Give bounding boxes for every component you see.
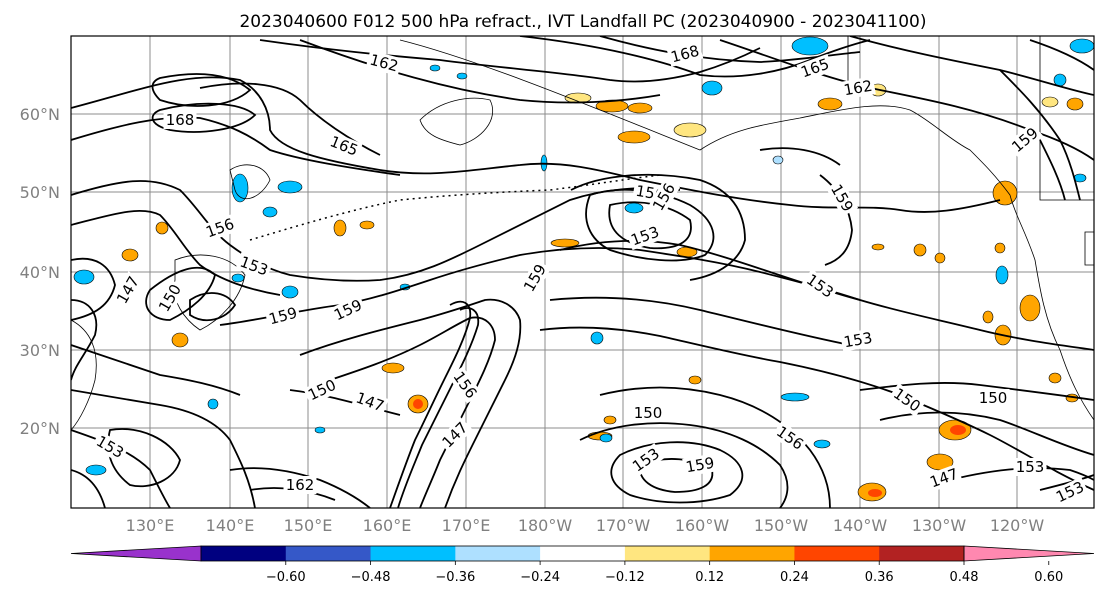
contour-label-background — [329, 294, 367, 326]
contour-label-background — [840, 328, 876, 352]
latitude-tick-label: 20°N — [20, 419, 60, 438]
contour-label-text: 153 — [842, 329, 873, 352]
contour-label-background — [627, 443, 665, 477]
colorbar: −0.60 −0.48 −0.36 −0.24 −0.12 0.12 0.24 0.36 0.4… — [70, 545, 1095, 585]
contour-label-background — [163, 111, 197, 129]
latitude-tick-label: 60°N — [20, 105, 60, 124]
contour-label-text: 159 — [684, 454, 715, 477]
contour-label: 150 — [976, 389, 1010, 407]
contour-label-background — [888, 383, 926, 417]
contour-label-background — [303, 374, 341, 406]
longitude-tick-label: 180°W — [518, 516, 573, 535]
contour-label-background — [111, 271, 145, 309]
contour-label: 162 — [840, 76, 876, 100]
dotted-front — [249, 174, 661, 241]
contour-label: 153 — [1013, 458, 1047, 476]
colorbar-tick-label: −0.12 — [605, 570, 645, 585]
contour-label-text: 168 — [166, 111, 195, 129]
contour-label-background — [518, 259, 552, 297]
colorbar-segment — [709, 546, 795, 561]
contour-label-background — [264, 303, 302, 329]
colorbar-segment — [370, 546, 456, 561]
colorbar-tick-label: 0.24 — [780, 570, 809, 585]
colorbar-tick-label: 0.12 — [695, 570, 724, 585]
map-title: 2023040600 F012 500 hPa refract., IVT La… — [239, 12, 926, 32]
contour-label-background — [796, 53, 834, 83]
contour-label-background — [1013, 458, 1047, 476]
colorbar-segment — [201, 546, 287, 561]
contour-label-background — [825, 179, 859, 217]
contour-label-background — [351, 387, 389, 417]
contour-label-background — [647, 178, 681, 216]
axis-ticks: 20°N 30°N 40°N 50°N 60°N 130°E 140°E 150°E 160°E… — [20, 105, 1045, 535]
refractivity-contours — [71, 36, 1094, 508]
contour-label: 150 — [631, 404, 665, 422]
contour-label-background — [925, 463, 963, 493]
contour-label-background — [91, 430, 129, 464]
latitude-tick-label: 40°N — [20, 263, 60, 282]
contour-label-text: 162 — [842, 77, 873, 100]
colorbar-segment — [285, 546, 372, 561]
colorbar-segment — [624, 546, 711, 561]
contour-label-text: 153 — [1016, 458, 1045, 476]
colorbar-tick-label: −0.24 — [520, 570, 560, 585]
longitude-tick-label: 120°W — [990, 516, 1045, 535]
contour-label-background — [1051, 476, 1089, 508]
colorbar-tick-label: −0.48 — [351, 570, 391, 585]
contour-label-background — [666, 41, 704, 67]
longitude-tick-label: 150°E — [284, 516, 333, 535]
contour-label-background — [235, 251, 273, 281]
longitude-tick-label: 160°E — [363, 516, 412, 535]
contour-label-background — [631, 404, 665, 422]
latitude-tick-label: 30°N — [20, 341, 60, 360]
longitude-tick-label: 150°W — [754, 516, 809, 535]
colorbar-segment — [455, 546, 541, 561]
colorbar-extend-low — [70, 545, 202, 562]
negative-anomaly-patches — [73, 36, 1094, 476]
coastlines — [71, 36, 1094, 431]
contour-label-background — [325, 131, 363, 161]
colorbar-tick-label: 0.36 — [865, 570, 894, 585]
contour-label-background — [1006, 122, 1044, 158]
colorbar-tick-label: −0.60 — [266, 570, 306, 585]
contour-label-background — [201, 213, 239, 243]
contour-label-background — [448, 366, 482, 404]
contour-label: 153 — [840, 328, 876, 352]
colorbar-segment — [879, 546, 965, 561]
longitude-tick-label: 140°E — [206, 516, 255, 535]
contour-label-background — [283, 476, 317, 494]
map-frame — [70, 35, 1095, 509]
contour-label-background — [626, 221, 664, 251]
longitude-tick-label: 130°E — [126, 516, 175, 535]
longitude-tick-label: 130°W — [912, 516, 967, 535]
contour-label-background — [976, 389, 1010, 407]
longitude-tick-label: 140°W — [833, 516, 888, 535]
colorbar-outline — [200, 545, 965, 562]
latitude-tick-label: 50°N — [20, 183, 60, 202]
contour-label: 168 — [163, 111, 197, 129]
longitude-tick-label: 170°W — [596, 516, 651, 535]
contour-label-background — [840, 76, 876, 100]
contour-label-background — [682, 453, 718, 477]
contour-label-background — [771, 421, 809, 455]
colorbar-extend-high — [963, 545, 1095, 562]
contour-label: 159 — [682, 453, 718, 477]
longitude-tick-label: 160°W — [675, 516, 730, 535]
colorbar-segment — [540, 546, 626, 561]
longitude-tick-label: 170°E — [442, 516, 491, 535]
contour-label-background — [436, 416, 474, 454]
colorbar-tick-label: −0.36 — [435, 570, 475, 585]
contour-label-text: 150 — [979, 389, 1008, 407]
contour-label-background — [801, 269, 839, 303]
contour-label-text: 162 — [286, 476, 315, 494]
colorbar-segment — [794, 546, 880, 561]
contour-label: 162 — [283, 476, 317, 494]
colorbar-tick-label: 0.60 — [1034, 570, 1063, 585]
colorbar-tick-label: 0.48 — [950, 570, 979, 585]
contour-label-background — [365, 50, 403, 76]
contour-label-background — [153, 279, 187, 317]
contour-label-text: 150 — [634, 404, 663, 422]
